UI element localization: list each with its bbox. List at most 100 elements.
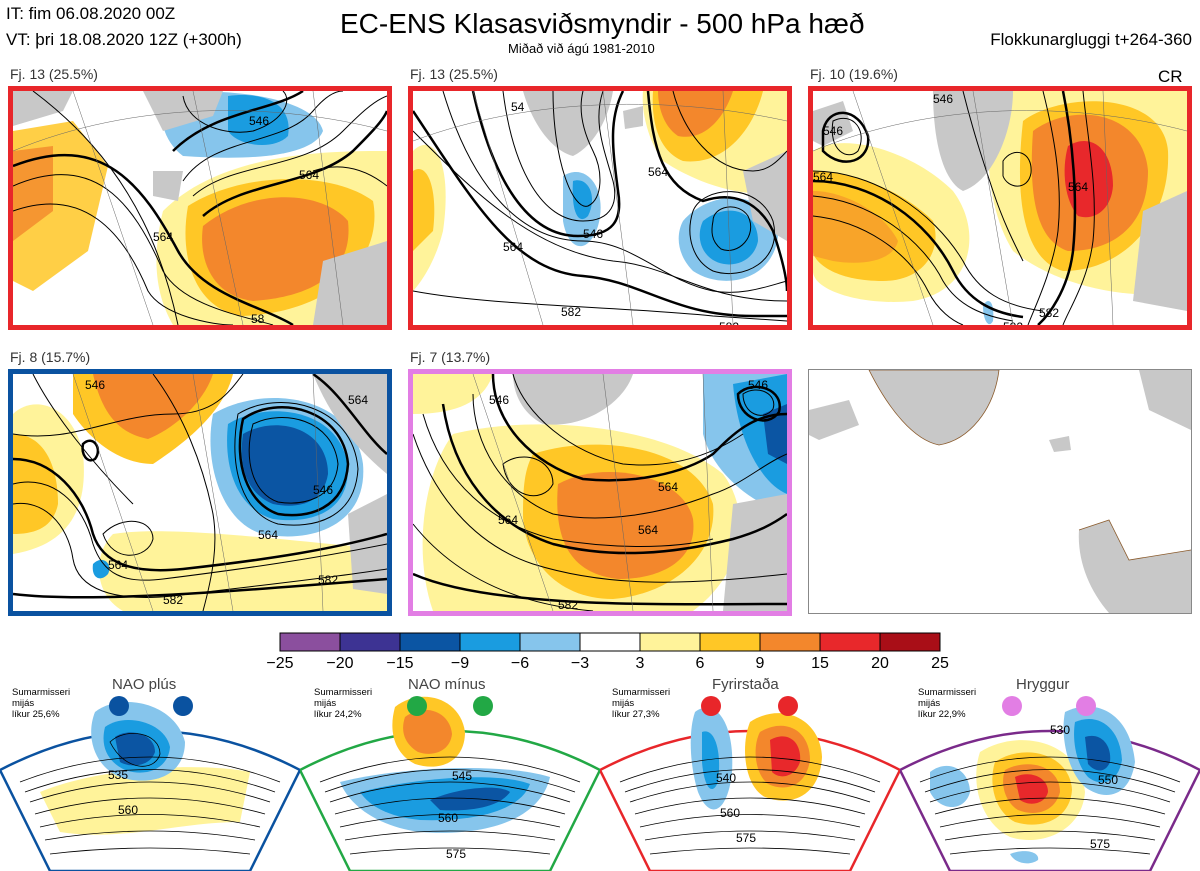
figure-subtitle: Miðað við ágú 1981-2010: [508, 41, 655, 56]
colorbar-tick-label: −20: [326, 655, 354, 672]
contour-label: 582: [163, 593, 183, 607]
cluster-2-map: 546 564 564 582 582 54: [408, 86, 792, 330]
regime-name: Fyrirstaða: [712, 676, 779, 693]
colorbar-segment: [579, 632, 641, 652]
contour-label: 564: [108, 558, 128, 572]
contour-label: 564: [258, 528, 278, 542]
contour-label: 546: [85, 378, 105, 392]
colorbar-tick-label: −6: [510, 655, 530, 672]
cluster-1-map: 546 564 564 58: [8, 86, 392, 330]
regime-name: Hryggur: [1016, 676, 1070, 693]
contour-label: 546: [748, 378, 768, 392]
regime-season: Sumarmisseri: [314, 687, 373, 698]
colorbar-segment: [879, 632, 941, 652]
colorbar-segment: [459, 632, 521, 652]
cluster-3-map: 546 546 564 564 582 582: [808, 86, 1192, 330]
colorbar-segment: [279, 632, 341, 652]
figure-title: EC-ENS Klasasviðsmyndir - 500 hPa hæð: [340, 8, 865, 39]
contour-label: 546: [489, 393, 509, 407]
regime-likelihood: líkur 24,2%: [314, 709, 362, 720]
cluster-3-title: Fj. 10 (19.6%): [810, 66, 898, 82]
reference-map: [808, 369, 1192, 614]
regime-note: mijás: [918, 698, 941, 709]
regime-likelihood: líkur 25,6%: [12, 709, 60, 720]
cluster-5-map: 546 546 564 564 564 582: [408, 369, 792, 616]
contour-label: 564: [658, 480, 678, 494]
cluster-1-title: Fj. 13 (25.5%): [10, 66, 98, 82]
contour-label: 582: [318, 573, 338, 587]
regime-name: NAO mínus: [408, 676, 486, 693]
regime-contour-label: 560: [438, 811, 458, 825]
regime-fyrirstada: 540 560 575 Fyrirstaða Sumarmisseri mijá…: [598, 672, 902, 871]
colorbar-segment: [399, 632, 461, 652]
contour-label: 564: [503, 240, 523, 254]
cluster-4-title: Fj. 8 (15.7%): [10, 349, 91, 365]
contour-label: 546: [823, 124, 843, 138]
regime-note: mijás: [314, 698, 337, 709]
regime-nao-plus: 535 560 NAO plús Sumarmisseri mijás líku…: [0, 672, 302, 871]
regime-note: mijás: [12, 698, 35, 709]
regime-nao-minus: 545 560 575 NAO mínus Sumarmisseri mijás…: [298, 672, 602, 871]
contour-label: 54: [511, 100, 525, 114]
contour-label: 582: [719, 320, 739, 325]
colorbar-tick-label: 20: [871, 655, 889, 672]
colorbar-tick-label: −25: [266, 655, 294, 672]
regime-contour-label: 535: [108, 768, 128, 782]
contour-label: 582: [561, 305, 581, 319]
regime-contour-label: 545: [452, 769, 472, 783]
colorbar-tick-label: −9: [450, 655, 470, 672]
contour-label: 582: [1039, 306, 1059, 320]
contour-label: 564: [638, 523, 658, 537]
cr-label: CR: [1158, 67, 1183, 86]
regime-likelihood: líkur 27,3%: [612, 709, 660, 720]
regime-contour-label: 560: [720, 806, 740, 820]
cluster-window-label: Flokkunargluggi t+264-360: [990, 30, 1192, 49]
contour-label: 58: [251, 312, 265, 325]
regime-contour-label: 575: [1090, 837, 1110, 851]
initial-time: IT: fim 06.08.2020 00Z: [6, 4, 176, 23]
contour-label: 564: [299, 168, 319, 182]
regime-contour-label: 560: [118, 803, 138, 817]
regime-note: mijás: [612, 698, 635, 709]
colorbar-tick-label: 3: [635, 655, 645, 672]
contour-label: 546: [583, 227, 603, 241]
contour-label: 546: [249, 114, 269, 128]
regime-contour-label: 575: [736, 831, 756, 845]
colorbar-tick-label: 25: [931, 655, 949, 672]
contour-label: 564: [648, 165, 668, 179]
contour-label: 546: [313, 483, 333, 497]
colorbar-tick-label: −3: [570, 655, 590, 672]
colorbar-segment: [819, 632, 881, 652]
contour-label: 582: [1003, 320, 1023, 325]
regime-hryggur: 530 550 575 Hryggur Sumarmisseri mijás l…: [898, 672, 1200, 871]
valid-time: VT: þri 18.08.2020 12Z (+300h): [6, 30, 242, 49]
regime-contour-label: 550: [1098, 773, 1118, 787]
regime-contour-label: 575: [446, 847, 466, 861]
contour-label: 564: [153, 230, 173, 244]
colorbar-tick-label: −15: [386, 655, 414, 672]
cluster-4-map: 546 564 564 546 564 582 582: [8, 369, 392, 616]
regime-contour-label: 540: [716, 771, 736, 785]
colorbar-tick-label: 15: [811, 655, 829, 672]
cluster-5-title: Fj. 7 (13.7%): [410, 349, 491, 365]
regime-contour-label: 530: [1050, 723, 1070, 737]
regime-season: Sumarmisseri: [12, 687, 71, 698]
regime-season: Sumarmisseri: [918, 687, 977, 698]
regime-likelihood: líkur 22,9%: [918, 709, 966, 720]
colorbar-tick-label: 9: [755, 655, 765, 672]
contour-label: 564: [498, 513, 518, 527]
contour-label: 564: [1068, 180, 1088, 194]
regime-season: Sumarmisseri: [612, 687, 671, 698]
contour-label: 564: [348, 393, 368, 407]
cluster-2-title: Fj. 13 (25.5%): [410, 66, 498, 82]
regime-name: NAO plús: [112, 676, 177, 693]
colorbar-segment: [759, 632, 821, 652]
colorbar-tick-label: 6: [695, 655, 705, 672]
colorbar-segment: [639, 632, 701, 652]
contour-label: 582: [558, 598, 578, 611]
contour-label: 564: [813, 170, 833, 184]
colorbar: [279, 632, 941, 652]
colorbar-segment: [699, 632, 761, 652]
colorbar-segment: [339, 632, 401, 652]
